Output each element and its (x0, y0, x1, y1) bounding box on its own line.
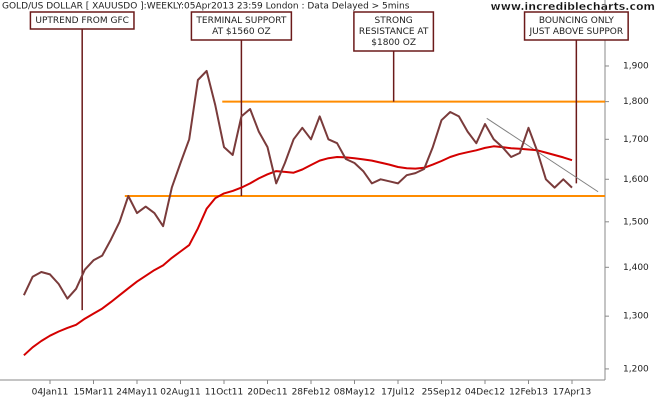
x-tick-label: 02Aug11 (160, 388, 200, 398)
series-line (23, 145, 573, 357)
x-tick-label: 17Jul12 (381, 388, 415, 398)
y-tick-label: 1,200 (623, 364, 649, 374)
y-tick-label: 1,400 (623, 263, 649, 273)
x-tick-label: 20Dec11 (247, 388, 287, 398)
trend-line (486, 117, 599, 193)
x-tick-label: 04Dec12 (465, 388, 505, 398)
y-tick-label: 1,800 (623, 97, 649, 107)
x-tick-label: 12Feb13 (509, 388, 548, 398)
annotation-text: JUST ABOVE SUPPOR (529, 27, 624, 37)
annotation-text: $1800 OZ (371, 38, 416, 48)
annotation-box (353, 11, 435, 52)
annotation-text: STRONG (375, 16, 413, 26)
annotation-text: TERMINAL SUPPORT (195, 16, 286, 26)
y-tick-label: 1,300 (623, 312, 649, 322)
annotation-text: BOUNCING ONLY (539, 16, 615, 26)
chart-title: GOLD/US DOLLAR [ XAUUSDO ]:WEEKLY:05Apr2… (2, 2, 410, 12)
annotation-text: RESISTANCE AT (359, 27, 429, 37)
x-tick-label: 28Feb12 (292, 388, 331, 398)
annotation: UPTREND FROM GFC (29, 11, 135, 311)
x-tick-label: 04Jan11 (32, 388, 69, 398)
x-tick-label: 17Apr13 (553, 388, 591, 398)
x-tick-label: 11Oct11 (205, 388, 243, 398)
x-tick-label: 24May11 (116, 388, 158, 398)
annotation-text: AT $1560 OZ (212, 27, 271, 37)
annotation-text: UPTREND FROM GFC (35, 16, 129, 26)
x-tick-label: 08May12 (334, 388, 376, 398)
x-tick-label: 25Sep12 (422, 388, 462, 398)
x-tick-label: 15Mar11 (74, 388, 114, 398)
y-tick-label: 1,500 (623, 217, 649, 227)
y-tick-label: 1,700 (623, 135, 649, 145)
y-tick-label: 1,600 (623, 175, 649, 185)
y-tick-label: 1,900 (623, 61, 649, 71)
watermark: www.incrediblecharts.com (491, 0, 655, 13)
series-line (22, 69, 573, 300)
